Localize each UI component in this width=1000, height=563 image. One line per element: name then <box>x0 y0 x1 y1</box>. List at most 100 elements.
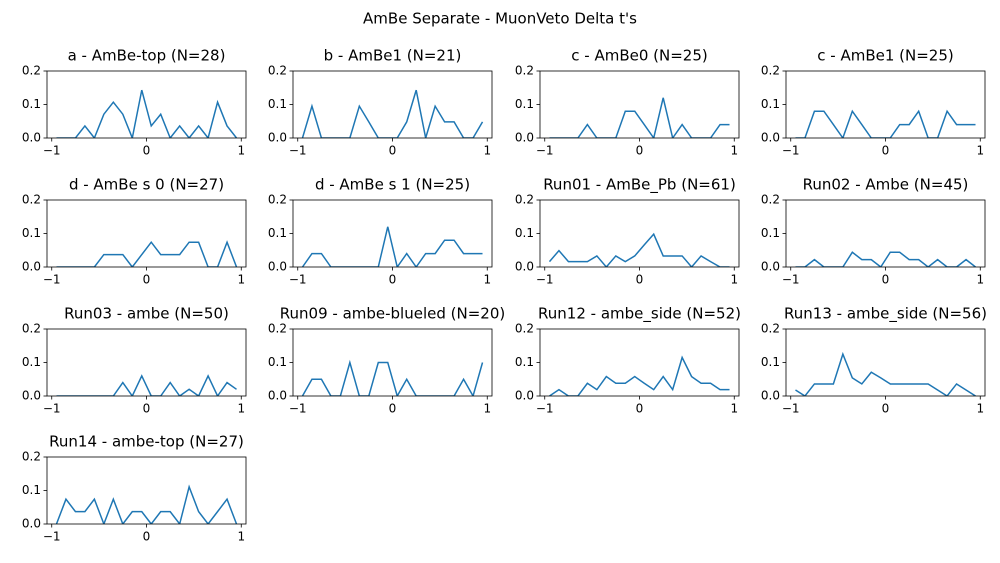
y-tick-label: 0.2 <box>515 322 534 336</box>
y-tick-label: 0.2 <box>268 64 287 78</box>
axes-frame <box>539 328 740 397</box>
x-tick-label: 1 <box>976 144 984 158</box>
y-tick-label: 0.0 <box>515 131 534 145</box>
data-line <box>548 232 730 267</box>
x-tick-label: 1 <box>237 530 245 544</box>
y-tick-label: 0.1 <box>761 226 780 240</box>
x-tick-label: 1 <box>237 144 245 158</box>
plot-area <box>301 359 484 396</box>
data-line <box>56 240 238 267</box>
subplot-title: a - AmBe-top (N=28) <box>68 47 226 65</box>
y-tick-label: 0.0 <box>268 389 287 403</box>
axes-frame <box>46 70 247 139</box>
x-tick-label: −1 <box>782 402 800 416</box>
y-tick-label: 0.2 <box>22 193 41 207</box>
subplot-title: d - AmBe s 0 (N=27) <box>69 176 224 194</box>
plot-area <box>795 351 976 396</box>
plot-area <box>549 355 730 396</box>
subplot-title: Run03 - ambe (N=50) <box>64 305 229 323</box>
x-tick-label: −1 <box>536 144 554 158</box>
subplot: b - AmBe1 (N=21) 0.0 0.1 0.2 −1 0 1 <box>268 47 493 158</box>
y-tick-label: 0.1 <box>515 97 534 111</box>
x-tick-label: 1 <box>976 402 984 416</box>
axes-frame <box>292 70 493 139</box>
plot-area <box>56 89 238 138</box>
plot-area <box>548 232 730 267</box>
subplot-title: Run09 - ambe-blueled (N=20) <box>280 305 505 323</box>
subplot: Run14 - ambe-top (N=27) 0.0 0.1 0.2 −1 0 1 <box>22 433 247 544</box>
plot-area <box>55 484 238 524</box>
x-tick-label: −1 <box>43 144 61 158</box>
y-tick-label: 0.1 <box>515 355 534 369</box>
plot-area <box>795 109 976 138</box>
x-tick-label: 1 <box>730 402 738 416</box>
y-tick-label: 0.1 <box>22 97 41 111</box>
axes-frame <box>292 199 493 268</box>
y-tick-label: 0.0 <box>22 517 41 531</box>
x-tick-label: 1 <box>483 402 491 416</box>
y-tick-label: 0.0 <box>22 260 41 274</box>
y-tick-label: 0.2 <box>22 322 41 336</box>
x-tick-label: −1 <box>43 530 61 544</box>
x-tick-label: 0 <box>882 273 890 287</box>
y-tick-label: 0.2 <box>761 322 780 336</box>
x-tick-label: 0 <box>636 273 644 287</box>
subplot-title: Run02 - Ambe (N=45) <box>803 176 969 194</box>
plot-area <box>549 97 730 138</box>
y-tick-label: 0.0 <box>515 389 534 403</box>
data-line <box>56 374 237 396</box>
data-line <box>549 355 730 396</box>
data-line <box>301 359 484 396</box>
y-tick-label: 0.1 <box>268 355 287 369</box>
subplot: Run01 - AmBe_Pb (N=61) 0.0 0.1 0.2 −1 0 1 <box>515 176 740 287</box>
y-tick-label: 0.2 <box>22 64 41 78</box>
y-tick-label: 0.0 <box>761 389 780 403</box>
subplot: c - AmBe0 (N=25) 0.0 0.1 0.2 −1 0 1 <box>515 47 740 158</box>
x-tick-label: −1 <box>289 144 307 158</box>
x-tick-label: 1 <box>730 273 738 287</box>
x-tick-label: −1 <box>43 273 61 287</box>
plot-area <box>56 374 237 396</box>
x-tick-label: 0 <box>143 530 151 544</box>
axes-frame <box>785 199 986 268</box>
x-tick-label: −1 <box>43 402 61 416</box>
subplot: Run13 - ambe_side (N=56) 0.0 0.1 0.2 −1 0 1 <box>761 305 987 416</box>
y-tick-label: 0.1 <box>761 97 780 111</box>
x-tick-label: −1 <box>782 144 800 158</box>
axes-frame <box>539 70 740 139</box>
y-tick-label: 0.0 <box>268 260 287 274</box>
y-tick-label: 0.2 <box>268 193 287 207</box>
subplot: Run09 - ambe-blueled (N=20) 0.0 0.1 0.2 −1 0 1 <box>268 305 505 416</box>
data-line <box>301 89 484 138</box>
x-tick-label: −1 <box>289 402 307 416</box>
subplot: a - AmBe-top (N=28) 0.0 0.1 0.2 −1 0 1 <box>22 47 247 158</box>
x-tick-label: 0 <box>389 402 397 416</box>
x-tick-label: 1 <box>730 144 738 158</box>
x-tick-label: −1 <box>536 402 554 416</box>
x-tick-label: −1 <box>289 273 307 287</box>
y-tick-label: 0.0 <box>268 131 287 145</box>
x-tick-label: 1 <box>483 273 491 287</box>
axes-frame <box>539 199 740 268</box>
x-tick-label: −1 <box>536 273 554 287</box>
y-tick-label: 0.0 <box>22 389 41 403</box>
y-tick-label: 0.0 <box>515 260 534 274</box>
data-line <box>795 251 976 267</box>
x-tick-label: 0 <box>882 144 890 158</box>
subplot-title: Run13 - ambe_side (N=56) <box>784 305 987 324</box>
plot-area <box>56 240 238 267</box>
plot-area <box>795 251 976 267</box>
subplot: c - AmBe1 (N=25) 0.0 0.1 0.2 −1 0 1 <box>761 47 986 158</box>
x-tick-label: 0 <box>143 402 151 416</box>
y-tick-label: 0.1 <box>515 226 534 240</box>
y-tick-label: 0.0 <box>22 131 41 145</box>
x-tick-label: 0 <box>143 144 151 158</box>
plot-area <box>301 226 483 267</box>
y-tick-label: 0.1 <box>22 483 41 497</box>
x-tick-label: 1 <box>237 402 245 416</box>
y-tick-label: 0.2 <box>761 64 780 78</box>
subplot: Run03 - ambe (N=50) 0.0 0.1 0.2 −1 0 1 <box>22 305 247 416</box>
y-tick-label: 0.2 <box>22 450 41 464</box>
